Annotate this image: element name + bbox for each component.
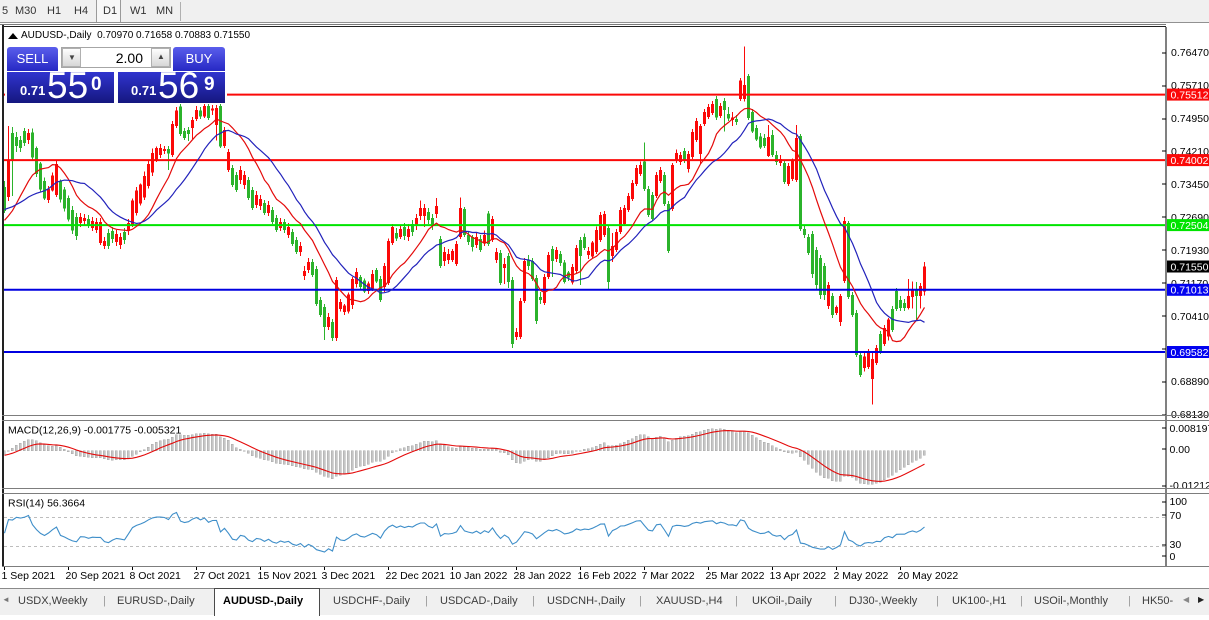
svg-text:0.76470: 0.76470 [1171, 47, 1209, 59]
svg-text:30: 30 [1170, 539, 1182, 551]
svg-text:3 Dec 2021: 3 Dec 2021 [322, 570, 376, 582]
svg-text:RSI(14) 56.3664: RSI(14) 56.3664 [8, 498, 85, 510]
svg-text:20 May 2022: 20 May 2022 [898, 570, 959, 582]
svg-text:100: 100 [1170, 496, 1188, 508]
svg-text:MACD(12,26,9) -0.001775 -0.005: MACD(12,26,9) -0.001775 -0.005321 [8, 425, 182, 437]
svg-text:20 Sep 2021: 20 Sep 2021 [66, 570, 126, 582]
svg-text:0.69582: 0.69582 [1171, 347, 1209, 359]
svg-text:0: 0 [1170, 551, 1176, 563]
svg-text:0.73450: 0.73450 [1171, 179, 1209, 191]
svg-text:0.68890: 0.68890 [1171, 376, 1209, 388]
svg-text:15 Nov 2021: 15 Nov 2021 [258, 570, 318, 582]
svg-text:0.008197: 0.008197 [1170, 423, 1209, 435]
svg-text:70: 70 [1170, 510, 1182, 522]
svg-text:25 Mar 2022: 25 Mar 2022 [706, 570, 765, 582]
svg-text:16 Feb 2022: 16 Feb 2022 [578, 570, 637, 582]
svg-text:22 Dec 2021: 22 Dec 2021 [386, 570, 446, 582]
svg-text:27 Oct 2021: 27 Oct 2021 [194, 570, 251, 582]
svg-text:0.74002: 0.74002 [1171, 155, 1209, 167]
svg-text:0.71930: 0.71930 [1171, 245, 1209, 257]
svg-text:2 May 2022: 2 May 2022 [834, 570, 889, 582]
svg-text:0.75512: 0.75512 [1171, 89, 1209, 101]
svg-text:28 Jan 2022: 28 Jan 2022 [514, 570, 572, 582]
svg-text:0.70410: 0.70410 [1171, 311, 1209, 323]
svg-text:0.71550: 0.71550 [1171, 261, 1209, 273]
svg-text:1 Sep 2021: 1 Sep 2021 [2, 570, 56, 582]
svg-text:13 Apr 2022: 13 Apr 2022 [770, 570, 827, 582]
svg-text:0.00: 0.00 [1170, 444, 1191, 456]
svg-text:0.71013: 0.71013 [1171, 285, 1209, 297]
svg-text:0.72504: 0.72504 [1171, 220, 1209, 232]
svg-text:0.74950: 0.74950 [1171, 113, 1209, 125]
svg-text:8 Oct 2021: 8 Oct 2021 [130, 570, 182, 582]
svg-text:7 Mar 2022: 7 Mar 2022 [642, 570, 695, 582]
svg-text:10 Jan 2022: 10 Jan 2022 [450, 570, 508, 582]
